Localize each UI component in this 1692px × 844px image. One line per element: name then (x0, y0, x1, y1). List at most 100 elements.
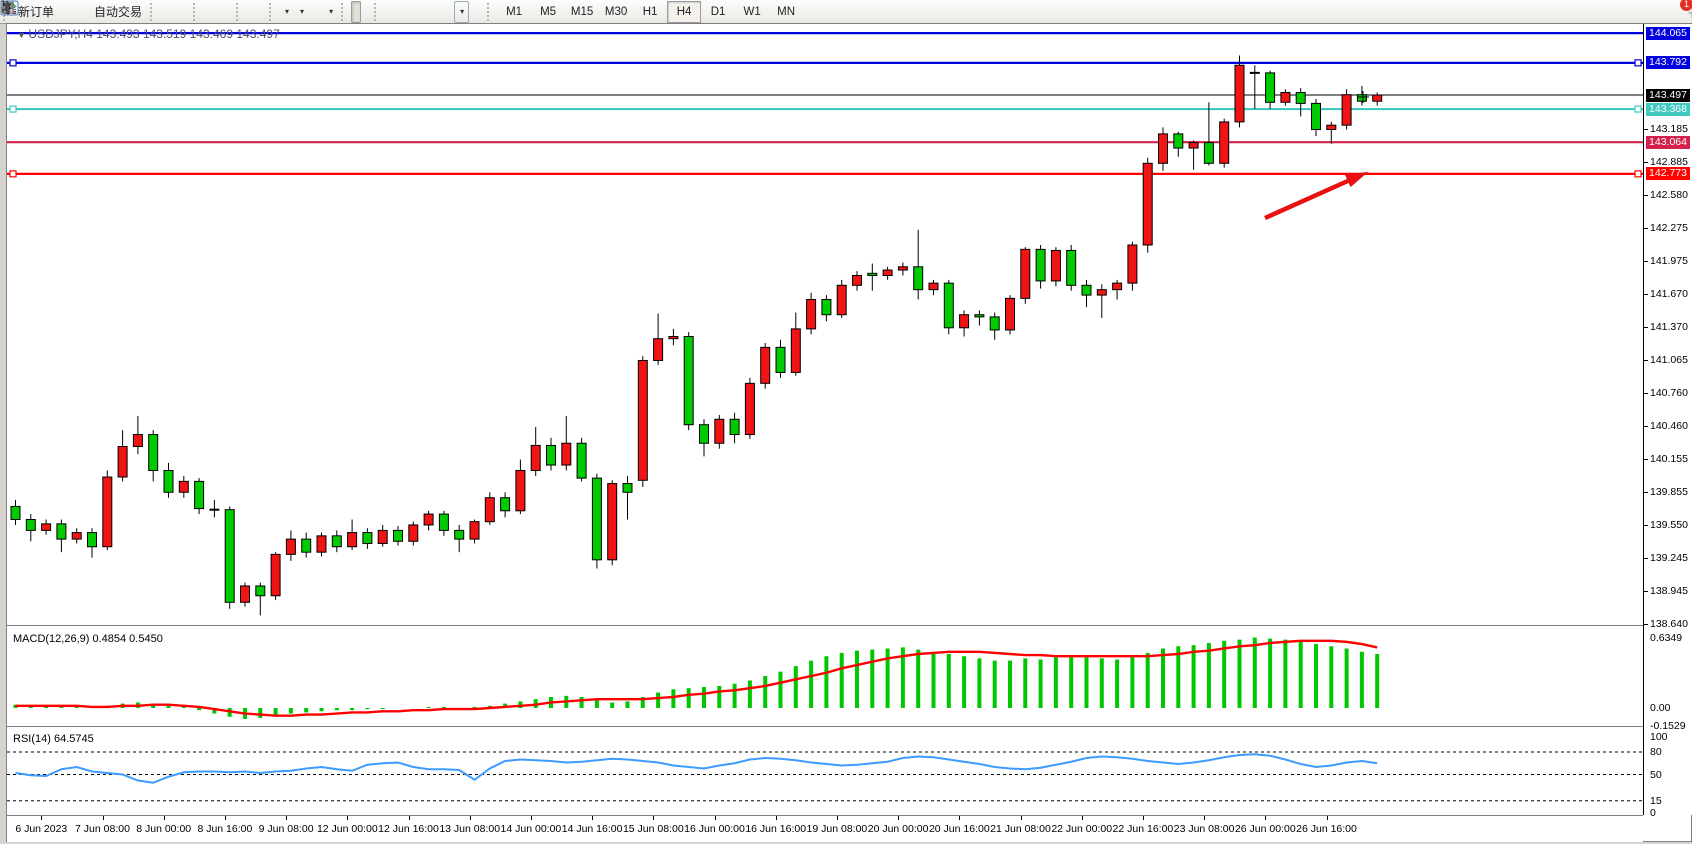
text-tool[interactable]: A (2, 1, 444, 23)
candle-body (1173, 133, 1184, 149)
candle-body (897, 266, 908, 271)
price-tick-label: 142.275 (1644, 222, 1692, 234)
cursor-tool-button[interactable] (2, 0, 362, 23)
line-chart-mode-button[interactable] (0, 1, 190, 23)
timeframe-button-m30[interactable]: M30 (604, 5, 628, 18)
arrows-tool[interactable]: ▾ (1, 0, 470, 23)
svg-text:E: E (12, 9, 17, 15)
tile-windows-button[interactable] (0, 1, 233, 23)
candlestick-chart[interactable] (7, 24, 1643, 626)
new-order-button[interactable]: 新订单 (0, 0, 59, 23)
time-tick (836, 816, 838, 820)
period-button[interactable]: ▾ (1, 1, 309, 23)
time-tick (1020, 816, 1022, 820)
candle-body (852, 274, 862, 286)
line-handle (9, 170, 17, 178)
timeframe-button-m1[interactable]: M1 (506, 5, 523, 18)
new-order-label: 新订单 (18, 5, 55, 19)
candle-body (561, 442, 572, 466)
chart-shift-button[interactable] (1, 1, 256, 23)
vertical-line-tool[interactable] (5, 1, 394, 23)
candle-body (683, 335, 694, 426)
chevron-down-icon: ▾ (460, 7, 465, 16)
time-tick (286, 816, 288, 820)
rsi-axis-label: 80 (1650, 746, 1662, 758)
trendline-tool[interactable] (1, 1, 414, 23)
time-tick (224, 816, 226, 820)
zoom-out-button[interactable] (1, 0, 223, 23)
candle-body (806, 298, 817, 330)
candle-body (102, 476, 113, 548)
macd-pane[interactable]: MACD(12,26,9) 0.4854 0.5450 (7, 631, 1643, 727)
time-label: 22 Jun 16:00 (1112, 823, 1174, 835)
time-tick (592, 816, 594, 820)
macd-signal-line (15, 639, 1378, 717)
main-chart-pane[interactable]: ▼ USDJPY,H4 143.493 143.519 143.469 143.… (7, 24, 1643, 626)
time-tick (1204, 816, 1206, 820)
signals-button[interactable] (1, 1, 89, 23)
candle-body (393, 529, 403, 542)
time-label: 12 Jun 16:00 (378, 823, 439, 835)
rsi-chart (7, 751, 1643, 802)
auto-trading-button[interactable]: 自动交易 (0, 1, 147, 23)
zoom-in-button[interactable] (1, 0, 213, 23)
candle-body (622, 483, 633, 493)
candle-body (163, 469, 174, 493)
chart-title-collapse-icon[interactable]: ▼ (17, 30, 29, 40)
candlestick-mode-button[interactable] (2, 1, 180, 23)
candle-body (1219, 121, 1230, 164)
candle-body (546, 444, 556, 466)
time-tick (530, 816, 532, 820)
template-button[interactable]: ▾ (0, 0, 338, 23)
candle-body (1326, 124, 1337, 131)
terminal-button[interactable] (0, 1, 79, 23)
candle-body (821, 298, 832, 316)
svg-text:A: A (2, 1, 10, 15)
timeframe-button-m5[interactable]: M5 (540, 5, 557, 18)
time-axis[interactable]: 6 Jun 2023 7 Jun 08:00 8 Jun 00:00 8 Jun 16… (7, 815, 1643, 842)
fibonacci-tool[interactable]: F (1, 1, 434, 23)
equidistant-channel-tool[interactable]: E (0, 1, 424, 23)
line-handle (9, 105, 17, 113)
time-tick (408, 816, 410, 820)
styler-button[interactable] (1, 1, 69, 23)
candle-body (362, 532, 373, 544)
candle-body (1020, 248, 1031, 299)
candle-body (484, 497, 495, 523)
candle-body (316, 535, 327, 553)
time-label: 23 Jun 08:00 (1173, 823, 1235, 835)
time-tick (1326, 816, 1328, 820)
time-label: 9 Jun 08:00 (258, 823, 314, 835)
timeframe-button-d1[interactable]: D1 (710, 5, 726, 18)
timeframe-button-mn[interactable]: MN (777, 5, 796, 18)
price-axis[interactable]: 143.185 142.885 142.580 142.275 141.975 141.6… (1643, 24, 1692, 819)
add-indicator-button[interactable]: ▾ (0, 1, 294, 23)
horizontal-line-tool[interactable] (1, 1, 404, 23)
timeframe-button-m15[interactable]: M15 (570, 5, 594, 18)
toolbar-separator (487, 2, 494, 21)
timeframe-button-w1[interactable]: W1 (743, 5, 761, 18)
timeframe-button-h4[interactable]: H4 (667, 0, 702, 23)
price-badge-143.497: 143.497 (1646, 88, 1690, 102)
rsi-pane[interactable]: RSI(14) 64.5745 (7, 731, 1643, 815)
auto-scroll-button[interactable] (1, 1, 266, 23)
time-tick (959, 816, 961, 820)
price-tick-label: 141.975 (1644, 255, 1692, 267)
candle-body (867, 272, 878, 276)
candle-body (25, 519, 36, 531)
label-tool[interactable]: T (1, 1, 454, 23)
timeframe-toolbar: M1 M5 M15 M30 H1 H4 D1 W1 MN (497, 0, 803, 23)
rsi-label: RSI(14) 64.5745 (13, 733, 94, 745)
time-label: 16 Jun 16:00 (745, 823, 807, 835)
timeframe-button-h1[interactable]: H1 (642, 5, 658, 18)
bar-chart-mode-button[interactable] (1, 1, 170, 23)
time-tick (163, 816, 165, 820)
toolbar-separator (374, 2, 381, 21)
trend-arrow (1264, 173, 1360, 221)
candle-body (301, 538, 312, 553)
crosshair-tool-button[interactable] (1, 1, 371, 23)
toolbar: 新订单 自动交易 (0, 0, 1692, 24)
candle-body (653, 338, 664, 361)
candle-body (836, 284, 847, 316)
toolbar-separator (269, 2, 276, 21)
